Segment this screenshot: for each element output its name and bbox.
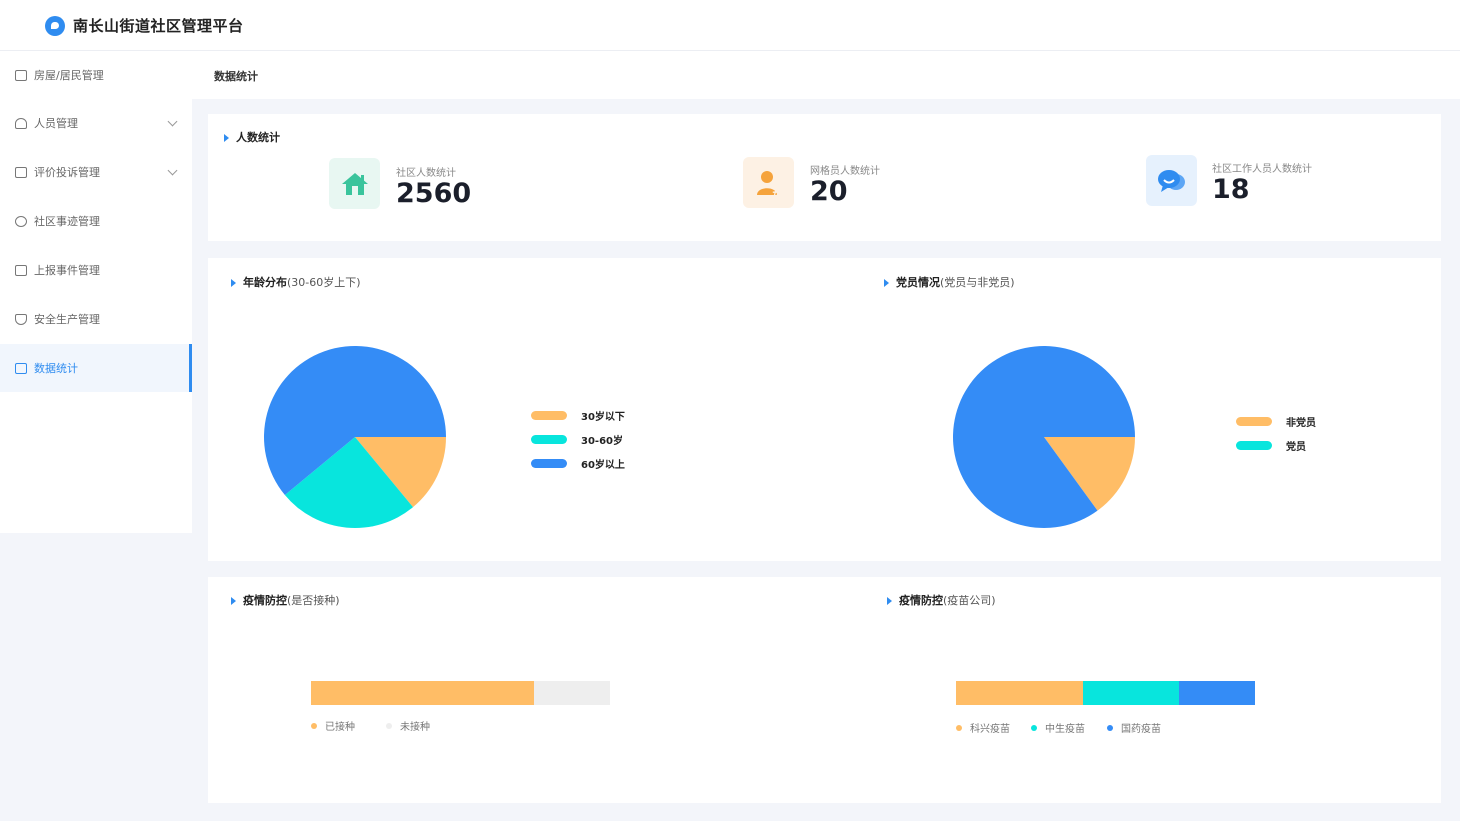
vaccine-company-section-title: 疫情防控(疫苗公司) [887,592,996,608]
legend-item[interactable]: 30岁以下 [531,408,625,423]
legend-item[interactable]: 党员 [1236,438,1306,453]
legend-label: 未接种 [400,722,430,733]
people-stats-card: 人数统计 社区人数统计 2560 # 网格员人数统计 20 社区工作人员人数统计… [208,114,1441,241]
legend-dot [956,724,962,731]
section-marker-icon [224,134,229,142]
sidebar-item-reported-events[interactable]: 上报事件管理 [0,246,192,294]
breadcrumb: 数据统计 [192,51,1460,99]
sidebar-item-label: 上报事件管理 [34,264,100,277]
legend-swatch [531,435,567,444]
sidebar-item-safety[interactable]: 安全生产管理 [0,295,192,343]
legend-label: 党员 [1286,442,1306,453]
stat-value: 18 [1212,174,1250,205]
sidebar-item-personnel[interactable]: 人员管理 [0,99,192,147]
legend-item[interactable]: 60岁以上 [531,456,625,471]
age-section-title: 年龄分布(30-60岁上下) [231,274,361,290]
legend-dot [311,722,317,729]
bar-segment-3[interactable] [1178,681,1255,705]
stat-label: 社区人数统计 [396,168,456,179]
legend-label: 60岁以上 [581,460,625,471]
legend-label: 国药疫苗 [1121,724,1161,735]
chat-bubbles-icon [1146,155,1197,206]
breadcrumb-current: 数据统计 [214,70,258,83]
legend-item[interactable]: 已接种 [311,718,355,733]
house-icon [329,158,380,209]
party-pie-chart [953,346,1135,528]
sidebar-item-community-records[interactable]: 社区事迹管理 [0,197,192,245]
sidebar-item-label: 房屋/居民管理 [34,69,104,82]
legend-label: 非党员 [1286,418,1316,429]
section-marker-icon [884,279,889,287]
legend-label: 30-60岁 [581,436,623,447]
age-pie-chart [263,346,446,528]
party-section-title: 党员情况(党员与非党员) [884,274,1015,290]
section-marker-icon [231,279,236,287]
section-marker-icon [887,597,892,605]
chart-icon [15,362,27,374]
sidebar: 房屋/居民管理 人员管理 评价投诉管理 社区事迹管理 上报事件管理 安全生产管理… [0,51,192,533]
legend-item[interactable]: 国药疫苗 [1107,720,1161,735]
section-marker-icon [231,597,236,605]
legend-label: 已接种 [325,722,355,733]
pie-slice-2[interactable] [953,346,1135,528]
building-icon [15,69,27,81]
legend-dot [386,722,392,729]
legend-swatch [531,411,567,420]
pie-slice-1[interactable] [1044,437,1135,511]
legend-label: 科兴疫苗 [970,724,1010,735]
sidebar-item-statistics[interactable]: 数据统计 [0,344,192,392]
pie-slice-3[interactable] [263,346,446,496]
report-icon [15,264,27,276]
vaccinated-section-title: 疫情防控(是否接种) [231,592,340,608]
legend-item[interactable]: 非党员 [1236,414,1316,429]
legend-item[interactable]: 中生疫苗 [1031,720,1085,735]
sidebar-item-label: 安全生产管理 [34,313,100,326]
stat-value: 20 [810,176,848,207]
legend-item[interactable]: 未接种 [386,718,430,733]
complaint-form-icon [15,166,27,178]
section-title: 人数统计 [224,129,280,145]
users-icon [15,117,27,129]
stat-value: 2560 [396,178,472,209]
sidebar-item-label: 社区事迹管理 [34,215,100,228]
vaccine-company-bar-chart [956,681,1255,705]
grid-worker-icon: # [743,157,794,208]
legend-swatch [1236,417,1272,426]
sidebar-item-label: 评价投诉管理 [34,166,100,179]
sidebar-item-label: 数据统计 [34,362,78,375]
logo-icon [45,16,65,36]
top-bar: 南长山街道社区管理平台 [0,0,1460,51]
legend-item[interactable]: 30-60岁 [531,432,623,447]
sidebar-item-housing[interactable]: 房屋/居民管理 [0,51,192,99]
svg-text:#: # [772,184,782,197]
bar-segment-2[interactable] [1083,681,1179,705]
sidebar-item-label: 人员管理 [34,117,78,130]
bar-segment-1[interactable] [311,681,534,705]
bar-segment-1[interactable] [956,681,1084,705]
stat-label: 网格员人数统计 [810,166,880,177]
sidebar-item-complaints[interactable]: 评价投诉管理 [0,148,192,196]
chevron-down-icon[interactable] [167,116,178,126]
app-title: 南长山街道社区管理平台 [73,17,244,35]
pie-charts-card: 年龄分布(30-60岁上下) 党员情况(党员与非党员) 30岁以下 30-60岁 6… [208,258,1441,561]
community-record-icon [15,215,27,227]
vaccinated-bar-chart [311,681,610,705]
pie-slice-2[interactable] [284,437,414,528]
legend-item[interactable]: 科兴疫苗 [956,720,1010,735]
legend-dot [1107,724,1113,731]
chevron-down-icon[interactable] [167,165,178,175]
stat-label: 社区工作人员人数统计 [1212,164,1312,175]
legend-swatch [531,459,567,468]
legend-swatch [1236,441,1272,450]
legend-dot [1031,724,1037,731]
shield-icon [15,313,27,325]
legend-label: 中生疫苗 [1045,724,1085,735]
legend-label: 30岁以下 [581,412,625,423]
pie-slice-1[interactable] [355,437,446,508]
vaccine-card: 疫情防控(是否接种) 疫情防控(疫苗公司) 已接种 未接种 科兴疫苗 中生疫苗 国药疫… [208,577,1441,803]
bar-segment-2[interactable] [533,681,610,705]
